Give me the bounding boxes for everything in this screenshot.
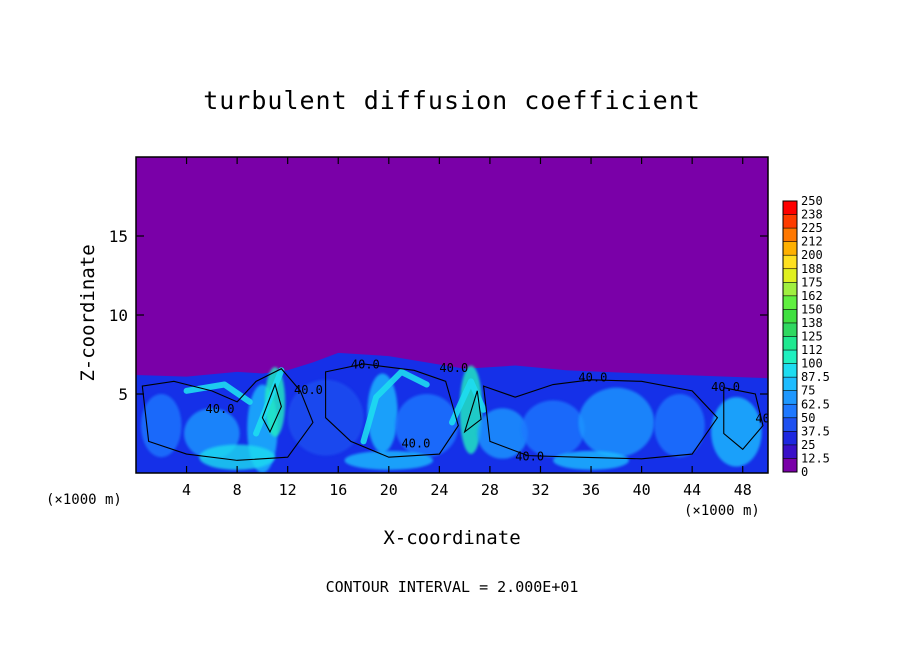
colorbar-label: 12.5: [801, 451, 830, 465]
colorbar-label: 250: [801, 194, 823, 208]
colorbar-swatch: [783, 444, 797, 459]
colorbar-swatch: [783, 228, 797, 242]
x-tick-label: 44: [683, 481, 701, 499]
colorbar-label: 62.5: [801, 397, 830, 411]
contour-label: 40.0: [206, 402, 235, 416]
y-tick-label: 10: [109, 306, 128, 325]
chart-title: turbulent diffusion coefficient: [203, 86, 701, 115]
colorbar-label: 162: [801, 289, 823, 303]
y-axis-ticks: 5 10 15: [109, 227, 768, 404]
contour-line: [325, 363, 459, 458]
contour-label: 40.0: [515, 449, 544, 463]
y-axis-unit: (×1000 m): [46, 492, 122, 508]
eddy: [553, 450, 629, 470]
contour-label: 40.0: [401, 437, 430, 451]
eddy-arc: [183, 381, 253, 405]
colorbar-label: 25: [801, 438, 815, 452]
eddy: [654, 394, 705, 458]
colorbar-swatch: [783, 336, 797, 351]
colorbar-label: 87.5: [801, 370, 830, 384]
contour-label: 40.0: [578, 370, 607, 384]
colorbar-label: 150: [801, 302, 823, 316]
x-tick-label: 8: [233, 481, 242, 499]
x-tick-label: 48: [734, 481, 752, 499]
contour-line: [482, 379, 719, 460]
eddy-arc: [449, 378, 487, 426]
colorbar-swatch: [783, 255, 797, 269]
eddy: [395, 394, 459, 458]
x-axis-label: X-coordinate: [383, 527, 521, 549]
eddy: [521, 400, 585, 458]
colorbar-swatch: [783, 377, 797, 391]
colorbar-label: 37.5: [801, 424, 830, 438]
contour-interval-note: CONTOUR INTERVAL = 2.000E+01: [325, 578, 579, 596]
colorbar-label: 225: [801, 221, 823, 235]
y-tick-label: 15: [109, 227, 128, 246]
x-tick-label: 16: [329, 481, 347, 499]
colorbar-swatch: [783, 214, 797, 229]
colorbar-label: 212: [801, 235, 823, 249]
eddy: [199, 444, 276, 470]
colorbar-swatch: [783, 309, 797, 323]
colorbar-swatch: [783, 458, 797, 472]
colorbar-swatch: [783, 404, 797, 418]
turbulent-eddies: [141, 365, 762, 473]
colorbar-swatch: [783, 390, 797, 405]
colorbar-label: 75: [801, 384, 815, 398]
eddy: [477, 408, 528, 459]
contour-label: 40.0: [755, 411, 784, 425]
colorbar-swatch: [783, 322, 797, 337]
contour-labels: 40.0 40.0 40.0 40.0 40.0 40.0 40.0 40.0 40.0: [206, 358, 784, 464]
colorbar-swatch: [783, 431, 797, 445]
colorbar-swatch: [783, 363, 797, 378]
contour-line: [723, 387, 764, 451]
colorbar-label: 112: [801, 343, 823, 357]
contour-label: 40.0: [711, 380, 740, 394]
eddy: [141, 394, 182, 458]
contour-label: 40.0: [351, 358, 380, 372]
contour-line: [261, 382, 282, 434]
colorbar-swatch: [783, 350, 797, 364]
colorbar-swatch: [783, 268, 797, 283]
contour-lines: [141, 363, 764, 461]
colorbar-label: 175: [801, 275, 823, 289]
x-tick-label: 40: [633, 481, 651, 499]
contour-label: 40.0: [294, 383, 323, 397]
x-tick-label: 24: [430, 481, 448, 499]
colorbar-swatch: [783, 201, 797, 215]
x-tick-label: 36: [582, 481, 600, 499]
colorbar-label: 125: [801, 330, 823, 344]
colorbar: 012.52537.55062.57587.510011212513815016…: [782, 194, 830, 479]
x-axis-unit: (×1000 m): [684, 503, 760, 519]
eddy: [578, 387, 655, 458]
colorbar-label: 0: [801, 465, 808, 479]
colorbar-swatch: [783, 295, 797, 310]
x-axis-ticks: 4 8 12 16 20 24 28 32 36 40 44 48: [182, 157, 752, 499]
colorbar-swatch: [783, 417, 797, 432]
contour-line: [463, 390, 482, 434]
colorbar-swatch: [783, 282, 797, 296]
colorbar-label: 50: [801, 411, 815, 425]
contour-label: 40.0: [439, 361, 468, 375]
eddy: [367, 373, 398, 453]
colorbar-swatch: [783, 241, 797, 256]
eddy-arc: [360, 368, 430, 445]
colorbar-label: 188: [801, 262, 823, 276]
x-tick-label: 32: [531, 481, 549, 499]
x-tick-label: 4: [182, 481, 191, 499]
y-tick-label: 5: [118, 385, 128, 404]
x-tick-label: 20: [380, 481, 398, 499]
colorbar-label: 200: [801, 248, 823, 262]
x-tick-label: 28: [481, 481, 499, 499]
colorbar-label: 100: [801, 357, 823, 371]
x-tick-label: 12: [279, 481, 297, 499]
contour-line: [141, 368, 314, 461]
eddy: [711, 397, 762, 467]
y-axis-label: Z-coordinate: [77, 244, 99, 382]
eddy: [264, 367, 286, 437]
colorbar-label: 138: [801, 316, 823, 330]
colorbar-label: 238: [801, 208, 823, 222]
